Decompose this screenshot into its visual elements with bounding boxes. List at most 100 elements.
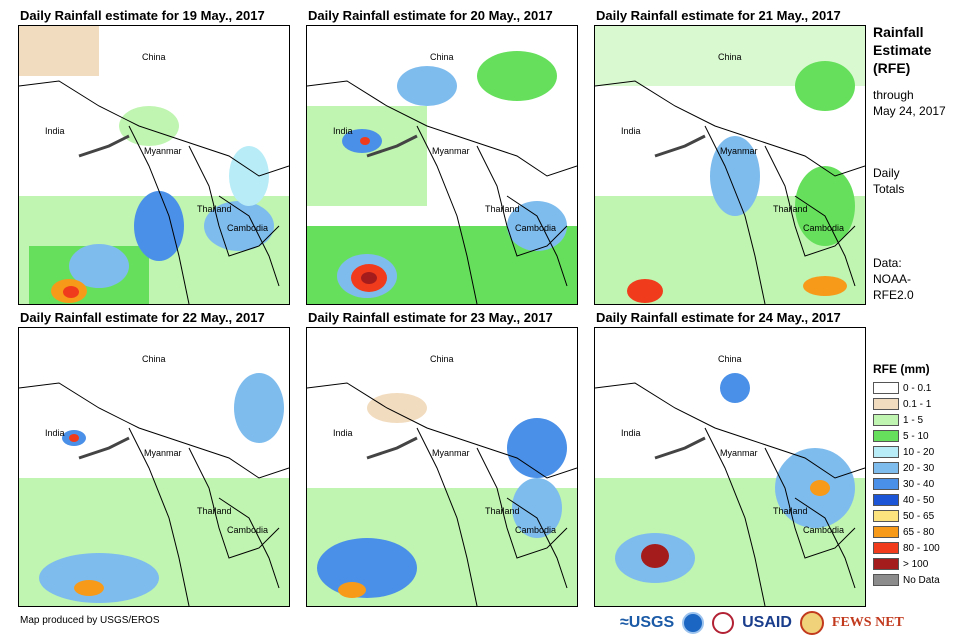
label-china: China bbox=[142, 52, 166, 62]
map-panel-20-may: China India Myanmar Thailand Cambodia bbox=[306, 25, 578, 305]
map-panel-23-may: China India Myanmar Thailand Cambodia bbox=[306, 327, 578, 607]
label-cambodia: Cambodia bbox=[515, 525, 556, 535]
usaid-seal-icon bbox=[712, 612, 735, 634]
label-myanmar: Myanmar bbox=[432, 448, 470, 458]
map-panel-19-may: China India Myanmar Thailand Cambodia bbox=[18, 25, 290, 305]
sidebar-totals: Daily Totals bbox=[873, 165, 904, 197]
panel-title-20-may: Daily Rainfall estimate for 20 May., 201… bbox=[308, 8, 553, 23]
label-myanmar: Myanmar bbox=[432, 146, 470, 156]
label-myanmar: Myanmar bbox=[720, 448, 758, 458]
legend-item: 10 - 20 bbox=[873, 444, 940, 460]
legend-item: 5 - 10 bbox=[873, 428, 940, 444]
label-cambodia: Cambodia bbox=[803, 525, 844, 535]
label-cambodia: Cambodia bbox=[227, 525, 268, 535]
legend-swatch bbox=[873, 574, 899, 586]
noaa-logo-icon bbox=[682, 612, 705, 634]
partner-logos: ≈USGS USAID FEWS NET bbox=[620, 610, 904, 636]
legend-item: 30 - 40 bbox=[873, 476, 940, 492]
label-china: China bbox=[430, 52, 454, 62]
label-china: China bbox=[718, 52, 742, 62]
sidebar-title: Rainfall Estimate (RFE) bbox=[873, 23, 931, 77]
label-india: India bbox=[333, 126, 353, 136]
legend: 0 - 0.1 0.1 - 1 1 - 5 5 - 10 10 - 20 20 - 30 3… bbox=[873, 380, 940, 588]
label-india: India bbox=[45, 428, 65, 438]
legend-swatch bbox=[873, 398, 899, 410]
map-panel-21-may: China India Myanmar Thailand Cambodia bbox=[594, 25, 866, 305]
legend-swatch bbox=[873, 494, 899, 506]
legend-item: 1 - 5 bbox=[873, 412, 940, 428]
legend-swatch bbox=[873, 478, 899, 490]
legend-swatch bbox=[873, 510, 899, 522]
label-cambodia: Cambodia bbox=[803, 223, 844, 233]
label-myanmar: Myanmar bbox=[720, 146, 758, 156]
label-thailand: Thailand bbox=[197, 204, 232, 214]
legend-swatch bbox=[873, 542, 899, 554]
legend-item: 80 - 100 bbox=[873, 540, 940, 556]
label-cambodia: Cambodia bbox=[227, 223, 268, 233]
legend-label: 50 - 65 bbox=[903, 510, 935, 522]
legend-label: 10 - 20 bbox=[903, 446, 935, 458]
label-china: China bbox=[718, 354, 742, 364]
fews-net-seal-icon bbox=[799, 611, 824, 635]
legend-item: 0 - 0.1 bbox=[873, 380, 940, 396]
panel-title-24-may: Daily Rainfall estimate for 24 May., 201… bbox=[596, 310, 841, 325]
label-cambodia: Cambodia bbox=[515, 223, 556, 233]
sidebar-totals-line-2: Totals bbox=[873, 182, 905, 196]
sidebar-title-line-2: Estimate bbox=[873, 42, 932, 58]
label-thailand: Thailand bbox=[773, 506, 808, 516]
label-china: China bbox=[142, 354, 166, 364]
sidebar-through-line-1: through bbox=[873, 88, 914, 102]
legend-swatch bbox=[873, 462, 899, 474]
legend-swatch bbox=[873, 414, 899, 426]
legend-label: 0 - 0.1 bbox=[903, 382, 932, 394]
label-thailand: Thailand bbox=[485, 506, 520, 516]
legend-label: 1 - 5 bbox=[903, 414, 924, 426]
label-india: India bbox=[621, 126, 641, 136]
legend-label: 30 - 40 bbox=[903, 478, 935, 490]
label-india: India bbox=[333, 428, 353, 438]
legend-item: 40 - 50 bbox=[873, 492, 940, 508]
label-thailand: Thailand bbox=[773, 204, 808, 214]
panel-title-22-may: Daily Rainfall estimate for 22 May., 201… bbox=[20, 310, 265, 325]
legend-title: RFE (mm) bbox=[873, 362, 930, 376]
sidebar-through: through May 24, 2017 bbox=[873, 87, 946, 119]
legend-label: 65 - 80 bbox=[903, 526, 935, 538]
legend-item: 20 - 30 bbox=[873, 460, 940, 476]
legend-label: 80 - 100 bbox=[903, 542, 940, 554]
legend-item: 65 - 80 bbox=[873, 524, 940, 540]
map-credit: Map produced by USGS/EROS bbox=[20, 615, 160, 626]
sidebar-data-line-3: RFE2.0 bbox=[873, 288, 914, 302]
label-china: China bbox=[430, 354, 454, 364]
legend-label: No Data bbox=[903, 574, 940, 586]
map-panel-22-may: China India Myanmar Thailand Cambodia bbox=[18, 327, 290, 607]
legend-swatch bbox=[873, 446, 899, 458]
sidebar-data-line-2: NOAA- bbox=[873, 272, 912, 286]
label-india: India bbox=[45, 126, 65, 136]
legend-label: 40 - 50 bbox=[903, 494, 935, 506]
sidebar-through-line-2: May 24, 2017 bbox=[873, 104, 946, 118]
sidebar-data-line-1: Data: bbox=[873, 256, 902, 270]
sidebar-title-line-3: (RFE) bbox=[873, 60, 911, 76]
fews-net-logo: FEWS NET bbox=[831, 615, 904, 630]
usgs-logo: ≈USGS bbox=[620, 614, 675, 631]
label-myanmar: Myanmar bbox=[144, 448, 182, 458]
legend-item: 0.1 - 1 bbox=[873, 396, 940, 412]
legend-swatch bbox=[873, 382, 899, 394]
legend-item: > 100 bbox=[873, 556, 940, 572]
usaid-logo: USAID bbox=[742, 614, 792, 631]
legend-item: No Data bbox=[873, 572, 940, 588]
legend-item: 50 - 65 bbox=[873, 508, 940, 524]
legend-label: > 100 bbox=[903, 558, 929, 570]
legend-label: 0.1 - 1 bbox=[903, 398, 932, 410]
label-thailand: Thailand bbox=[197, 506, 232, 516]
label-india: India bbox=[621, 428, 641, 438]
sidebar-title-line-1: Rainfall bbox=[873, 24, 924, 40]
legend-label: 20 - 30 bbox=[903, 462, 935, 474]
legend-label: 5 - 10 bbox=[903, 430, 929, 442]
sidebar-totals-line-1: Daily bbox=[873, 166, 900, 180]
map-panel-24-may: China India Myanmar Thailand Cambodia bbox=[594, 327, 866, 607]
panel-title-23-may: Daily Rainfall estimate for 23 May., 201… bbox=[308, 310, 553, 325]
legend-swatch bbox=[873, 526, 899, 538]
panel-title-21-may: Daily Rainfall estimate for 21 May., 201… bbox=[596, 8, 841, 23]
label-thailand: Thailand bbox=[485, 204, 520, 214]
